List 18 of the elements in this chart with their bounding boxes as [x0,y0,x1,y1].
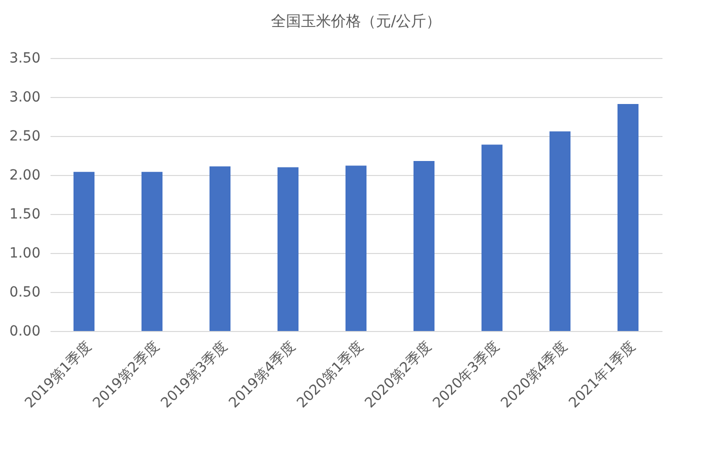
bar [142,172,162,331]
y-tick-label: 0.50 [9,284,40,300]
y-tick-label: 2.00 [9,168,40,184]
y-tick-label: 3.50 [9,50,40,66]
y-tick-label: 2.50 [9,128,40,144]
bar [482,144,502,331]
y-tick-label: 1.00 [9,246,40,262]
y-tick-label: 1.50 [9,206,40,222]
y-tick-label: 3.00 [9,90,40,106]
bar [346,166,366,331]
bar [550,131,570,331]
chart-title: 全国玉米价格（元/公斤） [270,12,442,30]
y-tick-label: 0.00 [9,324,40,340]
bar [278,167,298,331]
bar [414,160,434,331]
bar [74,172,94,331]
bar [210,166,230,331]
bar [618,104,638,331]
